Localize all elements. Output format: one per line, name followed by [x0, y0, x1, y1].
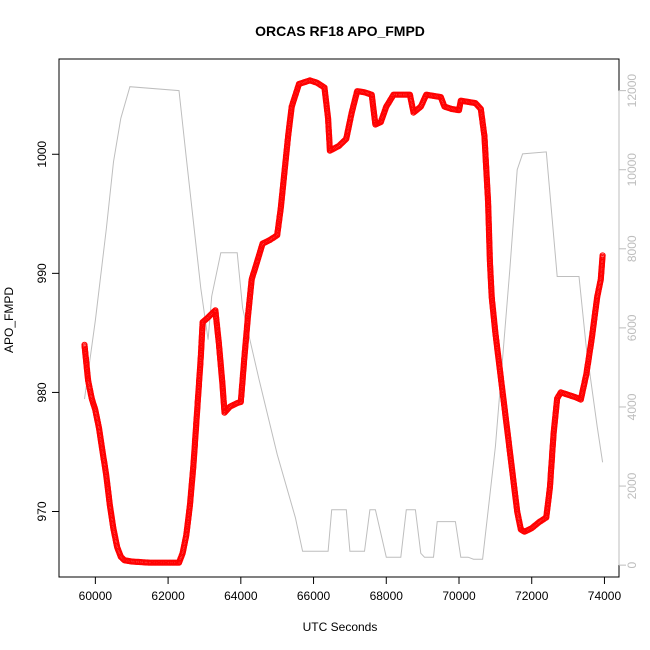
- x-tick-label: 64000: [224, 589, 258, 603]
- secondary-y-axis: 0 2000 4000 6000 8000 10000 12000: [618, 74, 639, 568]
- x-axis: 60000 62000 64000 66000 68000 70000 72000 74000: [79, 576, 622, 603]
- y-tick-label: 980: [35, 382, 49, 402]
- y-axis-label: APO_FMPD: [2, 287, 16, 353]
- x-tick-label: 68000: [370, 589, 404, 603]
- y2-tick-label: 6000: [625, 314, 639, 341]
- y2-tick-label: 2000: [625, 472, 639, 499]
- y2-tick-label: 12000: [625, 74, 639, 108]
- y2-tick-label: 8000: [625, 235, 639, 262]
- x-tick-label: 74000: [588, 589, 622, 603]
- x-axis-label: UTC Seconds: [303, 620, 378, 634]
- plot-frame: [58, 58, 620, 578]
- y2-tick-label: 0: [625, 561, 639, 568]
- y-axis: 970 980 990 1000: [35, 141, 60, 522]
- x-tick-label: 62000: [151, 589, 185, 603]
- y2-tick-label: 4000: [625, 393, 639, 420]
- altitude-line: [84, 86, 604, 560]
- x-tick-label: 66000: [297, 589, 331, 603]
- apo-fmpd-series: [81, 77, 606, 566]
- x-tick-label: 72000: [515, 589, 549, 603]
- x-tick-label: 60000: [79, 589, 113, 603]
- data-point: [475, 103, 483, 111]
- altitude-series: [84, 86, 604, 560]
- y2-tick-label: 10000: [625, 153, 639, 187]
- y-tick-label: 990: [35, 263, 49, 283]
- y-tick-label: 1000: [35, 141, 49, 168]
- y-tick-label: 970: [35, 501, 49, 521]
- data-point: [599, 252, 606, 259]
- x-tick-label: 70000: [442, 589, 476, 603]
- chart-title: ORCAS RF18 APO_FMPD: [255, 23, 425, 39]
